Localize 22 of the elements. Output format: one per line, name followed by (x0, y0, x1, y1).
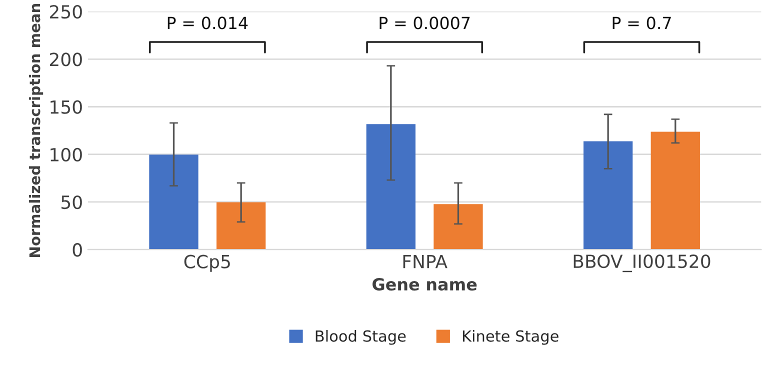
x-tick-label: CCp5 (184, 254, 230, 272)
x-axis-title: Gene name (372, 278, 477, 291)
y-tick-label: 50 (62, 195, 82, 210)
bar (366, 124, 416, 250)
y-tick-label: 250 (50, 4, 82, 19)
y-tick-label: 200 (50, 52, 82, 66)
annotation: P = 0.0007 (380, 16, 470, 30)
bar (149, 154, 198, 250)
bar (434, 204, 483, 250)
annotation: P = 0.7 (612, 16, 671, 30)
bar (583, 141, 633, 250)
legend-label: Blood Stage (316, 330, 406, 345)
bar (650, 132, 700, 250)
y-tick-label: 100 (50, 148, 82, 162)
bar (216, 202, 266, 250)
y-axis-title: Normalized transcription mean (28, 4, 44, 257)
y-tick-label: 150 (50, 100, 82, 114)
y-tick-label: 0 (72, 243, 82, 257)
annotation: P = 0.014 (168, 16, 248, 30)
legend-label: Kinete Stage (462, 330, 558, 345)
x-tick-label: FNPA (403, 255, 448, 268)
x-tick-label: BBOV_II001520 (574, 254, 710, 272)
